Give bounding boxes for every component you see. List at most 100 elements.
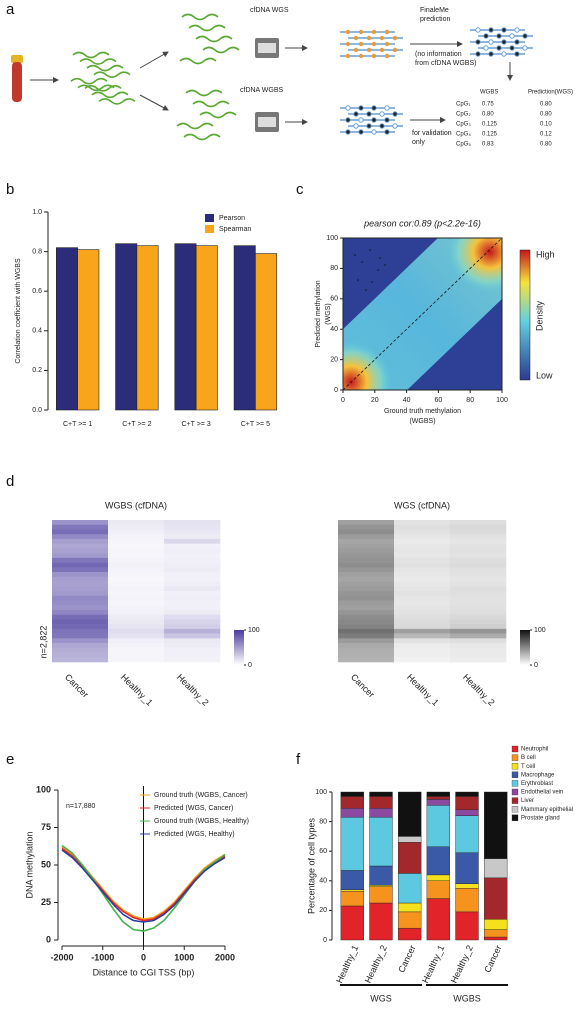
heatmap-cell: [52, 520, 109, 526]
heatmap-cell: [450, 538, 507, 544]
legend-swatch: [511, 788, 519, 796]
heatmap-cell: [108, 576, 165, 582]
legend-swatch: [205, 214, 214, 222]
heatmap-cell: [52, 643, 109, 649]
heatmap-cell: [450, 633, 507, 639]
colorbar-label: 100: [534, 627, 546, 634]
x-tick-label: -1000: [91, 952, 114, 962]
cpg-dot: [501, 27, 507, 33]
bar-segment: [455, 791, 479, 797]
bar-segment: [484, 936, 508, 941]
cpg-dot: [345, 41, 351, 47]
legend-label: Mammary epithelial: [521, 807, 573, 813]
heatmap-cell: [164, 638, 221, 644]
heatmap-cell: [164, 657, 221, 663]
annotation: n=17,880: [66, 803, 95, 810]
heatmap-cell: [164, 647, 221, 653]
heatmap-cell: [394, 557, 451, 563]
heatmap-cell: [108, 595, 165, 601]
bar-segment: [369, 808, 393, 818]
y-tick-label: 0: [334, 387, 338, 394]
heatmap-cell: [450, 520, 507, 526]
heatmap-cell: [108, 567, 165, 573]
panel-label: a: [6, 1, 15, 18]
dna-fragment: [185, 89, 223, 97]
heatmap-cell: [394, 652, 451, 658]
dna-fragment: [192, 100, 230, 108]
cpg-dot: [353, 123, 359, 129]
legend-label: Pearson: [219, 215, 245, 222]
diagonal: [342, 237, 503, 391]
bar-segment: [426, 874, 451, 882]
chart-title: pearson cor:0.89 (p<2.2e-16): [363, 218, 481, 228]
heatmap-cell: [450, 657, 507, 663]
bar-segment: [484, 791, 508, 859]
heatmap-cell: [108, 562, 165, 568]
cpg-dot: [358, 29, 364, 35]
legend-label: Predicted (WGS, Healthy): [154, 831, 235, 838]
heatmap-cell: [394, 524, 451, 530]
heatmap-cell: [52, 534, 109, 540]
heatmap-cell: [394, 562, 451, 568]
heatmap-cell: [450, 557, 507, 563]
heatmap-cell: [394, 548, 451, 554]
table-cell: 0.10: [540, 122, 552, 128]
x-tick-label: C+T >= 2: [122, 421, 151, 428]
heatmap-cell: [52, 553, 109, 559]
heatmap-cell: [164, 600, 221, 606]
x-tick-label: -2000: [50, 952, 73, 962]
bar: [233, 245, 256, 411]
series-line: [61, 849, 226, 923]
outlier-dot: [379, 257, 381, 259]
heatmap-cell: [394, 600, 451, 606]
bar-segment: [398, 842, 422, 874]
cpg-dot: [496, 33, 502, 39]
heatmap-cell: [450, 643, 507, 649]
heatmap-cell: [108, 657, 165, 663]
heatmap-cell: [164, 520, 221, 526]
heatmap-cell: [164, 605, 221, 611]
dna-fragment: [91, 91, 129, 99]
heatmap-cell: [108, 609, 165, 615]
y-axis-title: (WGS): [325, 303, 332, 324]
cpg-dot: [384, 105, 390, 111]
wgbs-label: cfDNA WGBS: [240, 87, 284, 94]
heatmap-cell: [108, 586, 165, 592]
x-tick-label: 80: [466, 397, 474, 404]
bar-segment: [340, 870, 365, 890]
heatmap-cell: [52, 557, 109, 563]
x-axis-title: Ground truth methylation: [384, 408, 461, 415]
x-tick-label: C+T >= 3: [181, 421, 210, 428]
heatmap-cell: [52, 524, 109, 530]
y-tick-label: 20: [330, 356, 338, 363]
heatmap-cell: [52, 609, 109, 615]
y-tick-label: 0.0: [32, 407, 42, 414]
heatmap-cell: [394, 643, 451, 649]
heatmap-cell: [108, 543, 165, 549]
y-tick-label: 0: [323, 937, 327, 944]
heatmap-cell: [338, 567, 395, 573]
bar: [55, 247, 78, 411]
table-cell: 0.12: [540, 132, 552, 138]
bar-segment: [426, 898, 451, 941]
wgs-label: cfDNA WGS: [250, 7, 289, 14]
heatmap-cell: [338, 595, 395, 601]
heatmap-cell: [450, 581, 507, 587]
heatmap-cell: [338, 619, 395, 625]
legend-label: Liver: [521, 798, 534, 804]
bar: [136, 245, 159, 411]
bar-segment: [398, 836, 422, 843]
dna-fragment: [202, 46, 240, 54]
cpg-dot: [384, 129, 390, 135]
x-tick-label: 20: [371, 397, 379, 404]
cpg-dot: [392, 123, 398, 129]
x-tick-label: 100: [496, 397, 508, 404]
bar-segment: [426, 791, 451, 797]
heatmap-cell: [338, 543, 395, 549]
heatmap-cell: [108, 524, 165, 530]
heatmap-cell: [394, 581, 451, 587]
x-tick-label: Cancer: [63, 672, 91, 700]
dna-fragment: [79, 58, 117, 65]
heatmap-cell: [450, 591, 507, 597]
heatmap-cell: [108, 557, 165, 563]
